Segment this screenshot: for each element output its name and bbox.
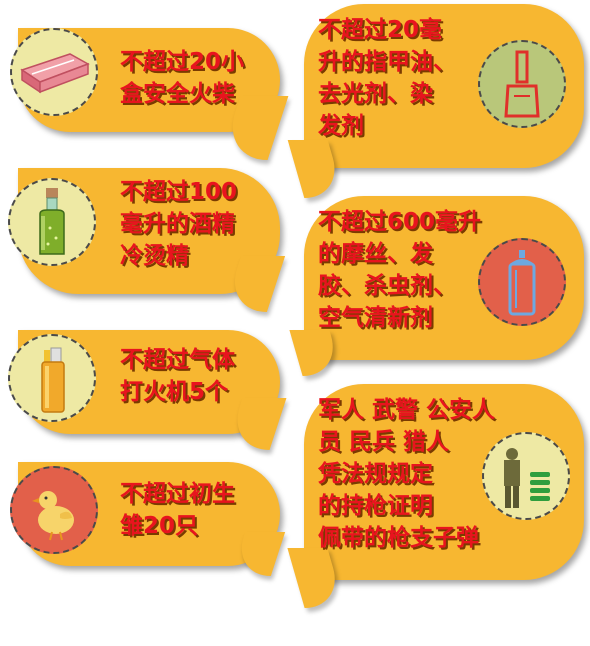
nail-polish-line-4: 发剂 bbox=[318, 113, 364, 139]
matches-text: 不超过20小 盒安全火柴 bbox=[120, 46, 244, 110]
alcohol-icon-circle bbox=[8, 178, 96, 266]
nail-polish-text: 不超过20毫 升的指甲油、 去光剂、染 发剂 bbox=[318, 14, 456, 142]
nail-polish-line-1: 不超过20毫 bbox=[318, 17, 443, 43]
chicks-line-1: 不超过初生 bbox=[120, 481, 235, 507]
lighter-icon bbox=[41, 347, 65, 413]
mousse-icon-circle bbox=[478, 238, 566, 326]
lighter-line-1: 不超过气体 bbox=[120, 347, 235, 373]
chick-icon bbox=[32, 491, 74, 541]
matches-line-2: 盒安全火柴 bbox=[120, 81, 235, 107]
lighter-line-2: 打火机5个 bbox=[120, 379, 229, 405]
chicks-icon-circle bbox=[10, 466, 98, 554]
nail-polish-line-3: 去光剂、染 bbox=[318, 81, 433, 107]
guns-text: 军人 武警 公安人 员 民兵 猎人 凭法规规定 的持枪证明 佩带的枪支子弹 bbox=[318, 394, 495, 554]
alcohol-line-2: 毫升的酒精 bbox=[120, 211, 235, 237]
guns-line-4: 的持枪证明 bbox=[318, 493, 433, 519]
alcohol-text: 不超过100 毫升的酒精 冷烫精 bbox=[120, 176, 237, 272]
soldier-bullets-icon bbox=[504, 448, 550, 508]
nail-polish-line-2: 升的指甲油、 bbox=[318, 49, 456, 75]
guns-line-1: 军人 武警 公安人 bbox=[318, 397, 496, 423]
chicks-text: 不超过初生 雏20只 bbox=[120, 478, 235, 542]
bottle-icon bbox=[39, 188, 65, 255]
nail-polish-icon-circle bbox=[478, 40, 566, 128]
mousse-line-4: 空气清新剂 bbox=[318, 305, 433, 331]
mousse-line-3: 胶、杀虫剂、 bbox=[318, 273, 456, 299]
lighter-icon-circle bbox=[8, 334, 96, 422]
matches-icon-circle bbox=[10, 28, 98, 116]
guns-line-3: 凭法规规定 bbox=[318, 461, 433, 487]
matches-line-1: 不超过20小 bbox=[120, 49, 245, 75]
nail-polish-icon bbox=[504, 50, 540, 118]
lighter-text: 不超过气体 打火机5个 bbox=[120, 344, 235, 408]
guns-line-5: 佩带的枪支子弹 bbox=[318, 525, 479, 551]
spray-can-icon bbox=[508, 250, 536, 316]
mousse-line-2: 的摩丝、发 bbox=[318, 241, 433, 267]
mousse-line-1: 不超过600毫升 bbox=[318, 209, 482, 235]
guns-icon-circle bbox=[482, 432, 570, 520]
guns-line-2: 员 民兵 猎人 bbox=[318, 429, 450, 455]
mousse-text: 不超过600毫升 的摩丝、发 胶、杀虫剂、 空气清新剂 bbox=[318, 206, 481, 334]
chicks-line-2: 雏20只 bbox=[120, 513, 199, 539]
alcohol-line-1: 不超过100 bbox=[120, 179, 238, 205]
matchbox-icon bbox=[20, 53, 90, 94]
alcohol-line-3: 冷烫精 bbox=[120, 243, 189, 269]
